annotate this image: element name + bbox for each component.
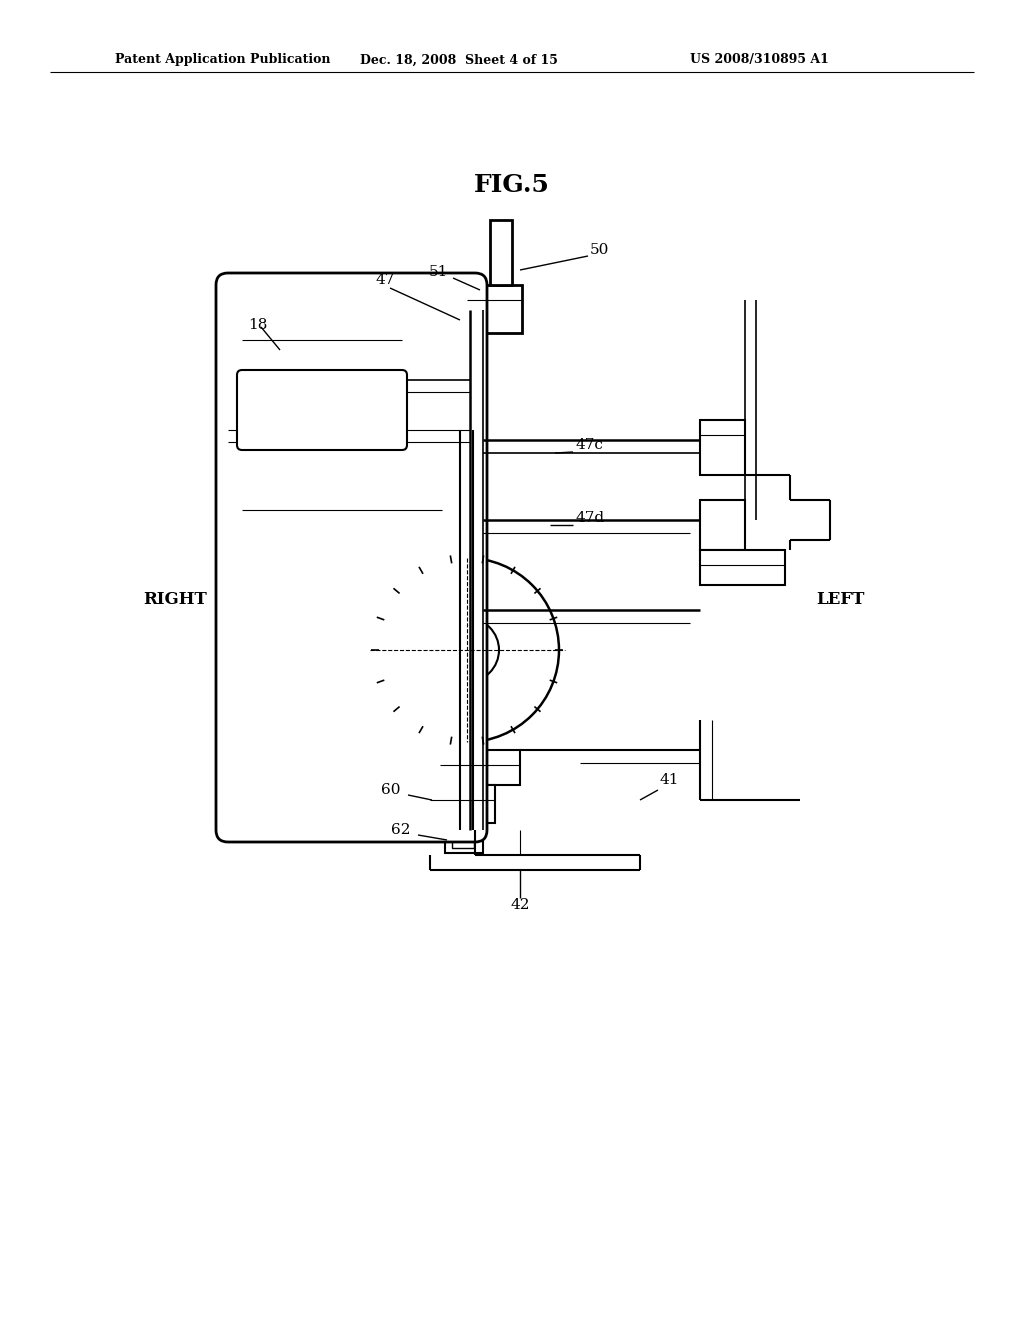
- Bar: [467, 285, 522, 333]
- Bar: [452, 828, 474, 847]
- Bar: [440, 750, 520, 785]
- Text: 51: 51: [429, 265, 449, 279]
- Bar: [430, 785, 495, 822]
- Bar: [700, 420, 745, 475]
- Bar: [252, 470, 362, 565]
- FancyBboxPatch shape: [237, 370, 407, 450]
- Text: Dec. 18, 2008  Sheet 4 of 15: Dec. 18, 2008 Sheet 4 of 15: [360, 54, 558, 66]
- Text: US 2008/310895 A1: US 2008/310895 A1: [690, 54, 828, 66]
- Text: 60: 60: [381, 783, 400, 797]
- Text: 42: 42: [510, 898, 529, 912]
- Bar: [700, 550, 785, 585]
- Bar: [445, 825, 483, 853]
- Bar: [242, 459, 442, 655]
- Text: LEFT: LEFT: [816, 591, 864, 609]
- Text: 18: 18: [248, 318, 267, 333]
- Text: FIG.5: FIG.5: [474, 173, 550, 197]
- Text: 50: 50: [590, 243, 609, 257]
- Text: 62: 62: [390, 822, 410, 837]
- Text: RIGHT: RIGHT: [143, 591, 207, 609]
- Bar: [700, 500, 745, 550]
- Text: 47d: 47d: [575, 511, 604, 525]
- Text: 47c: 47c: [575, 438, 603, 451]
- Text: Patent Application Publication: Patent Application Publication: [115, 54, 331, 66]
- Bar: [490, 220, 512, 285]
- Bar: [252, 570, 337, 630]
- Circle shape: [435, 618, 499, 682]
- FancyBboxPatch shape: [216, 273, 487, 842]
- Text: 47: 47: [376, 273, 394, 286]
- Circle shape: [375, 558, 559, 742]
- Text: 41: 41: [660, 774, 680, 787]
